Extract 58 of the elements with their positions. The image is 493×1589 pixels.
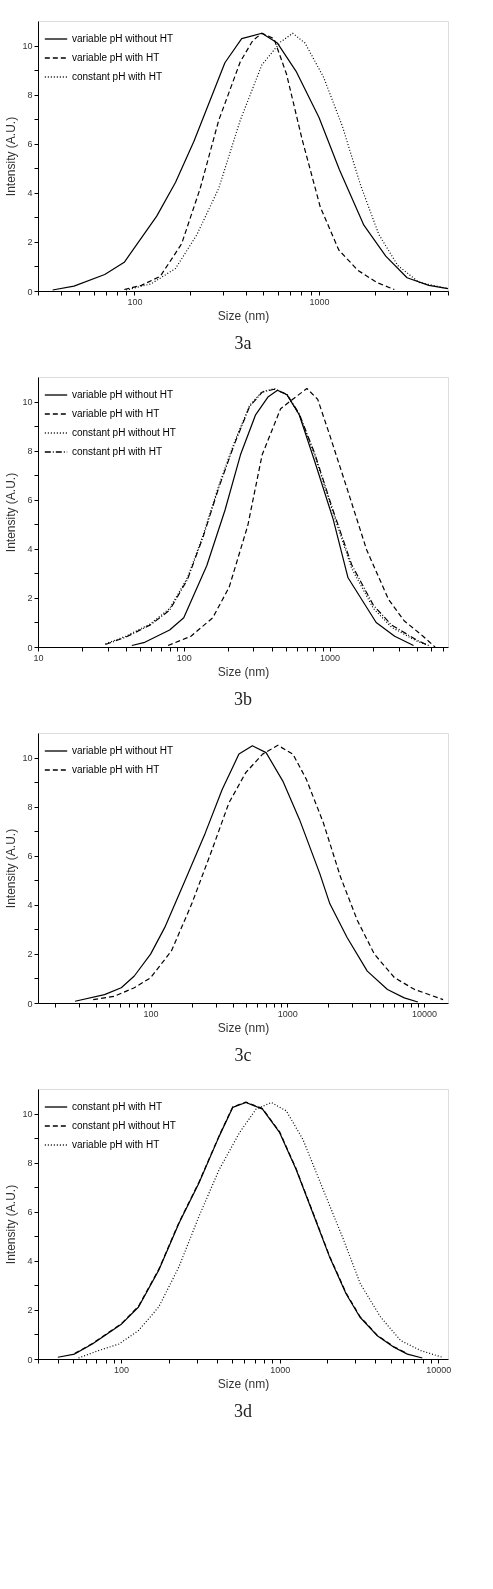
y-axis-title: Intensity (A.U.) — [4, 116, 19, 197]
x-tick-label: 10000 — [426, 1364, 452, 1375]
y-axis-title: Intensity (A.U.) — [4, 1184, 19, 1265]
legend-label: constant pH with HT — [72, 71, 163, 82]
y-axis-title: Intensity (A.U.) — [4, 828, 19, 909]
x-tick-label: 100 — [113, 1364, 129, 1375]
y-tick-label: 4 — [27, 188, 33, 199]
y-tick-label: 0 — [27, 998, 33, 1009]
x-axis-title: Size (nm) — [217, 308, 270, 323]
x-axis-title: Size (nm) — [217, 1376, 270, 1391]
x-tick-label: 100 — [143, 1008, 159, 1019]
y-axis-title: Intensity (A.U.) — [4, 472, 19, 553]
y-tick-label: 4 — [27, 1256, 33, 1267]
y-tick-label: 0 — [27, 1354, 33, 1365]
text: 3c — [234, 1045, 252, 1065]
y-tick-label: 0 — [27, 642, 33, 653]
legend-label: constant pH with HT — [72, 446, 163, 457]
legend-label: variable pH with HT — [72, 764, 160, 775]
y-tick-label: 10 — [22, 41, 33, 52]
y-tick-label: 10 — [22, 753, 33, 764]
legend-label: constant pH without HT — [72, 1120, 176, 1131]
y-tick-label: 6 — [27, 1207, 33, 1218]
y-tick-label: 8 — [27, 1158, 33, 1169]
y-tick-label: 2 — [27, 949, 33, 960]
y-tick-label: 0 — [27, 286, 33, 297]
y-tick-label: 10 — [22, 1109, 33, 1120]
y-tick-label: 2 — [27, 593, 33, 604]
x-tick-label: 1000 — [309, 296, 330, 307]
legend-label: variable pH with HT — [72, 408, 160, 419]
legend-label: variable pH without HT — [72, 745, 174, 756]
x-tick-label: 100 — [176, 652, 192, 663]
y-tick-label: 6 — [27, 139, 33, 150]
legend-label: constant pH without HT — [72, 427, 176, 438]
text: 3a — [234, 333, 252, 353]
y-tick-label: 8 — [27, 802, 33, 813]
x-tick-label: 1000 — [270, 1364, 291, 1375]
x-axis-title: Size (nm) — [217, 1020, 270, 1035]
x-axis-title: Size (nm) — [217, 664, 270, 679]
x-tick-label: 1000 — [277, 1008, 298, 1019]
x-tick-label: 1000 — [320, 652, 341, 663]
x-tick-label: 10000 — [411, 1008, 437, 1019]
y-tick-label: 4 — [27, 544, 33, 555]
legend-label: constant pH with HT — [72, 1101, 163, 1112]
text: 3b — [234, 689, 252, 709]
legend-label: variable pH without HT — [72, 33, 174, 44]
y-tick-label: 8 — [27, 446, 33, 457]
y-tick-label: 4 — [27, 900, 33, 911]
y-tick-label: 6 — [27, 851, 33, 862]
legend-label: variable pH with HT — [72, 1139, 160, 1150]
x-tick-label: 100 — [127, 296, 143, 307]
y-tick-label: 6 — [27, 495, 33, 506]
y-tick-label: 10 — [22, 397, 33, 408]
legend-label: variable pH with HT — [72, 52, 160, 63]
text: 3d — [234, 1401, 252, 1421]
y-tick-label: 2 — [27, 237, 33, 248]
y-tick-label: 8 — [27, 90, 33, 101]
y-tick-label: 2 — [27, 1305, 33, 1316]
legend-label: variable pH without HT — [72, 389, 174, 400]
